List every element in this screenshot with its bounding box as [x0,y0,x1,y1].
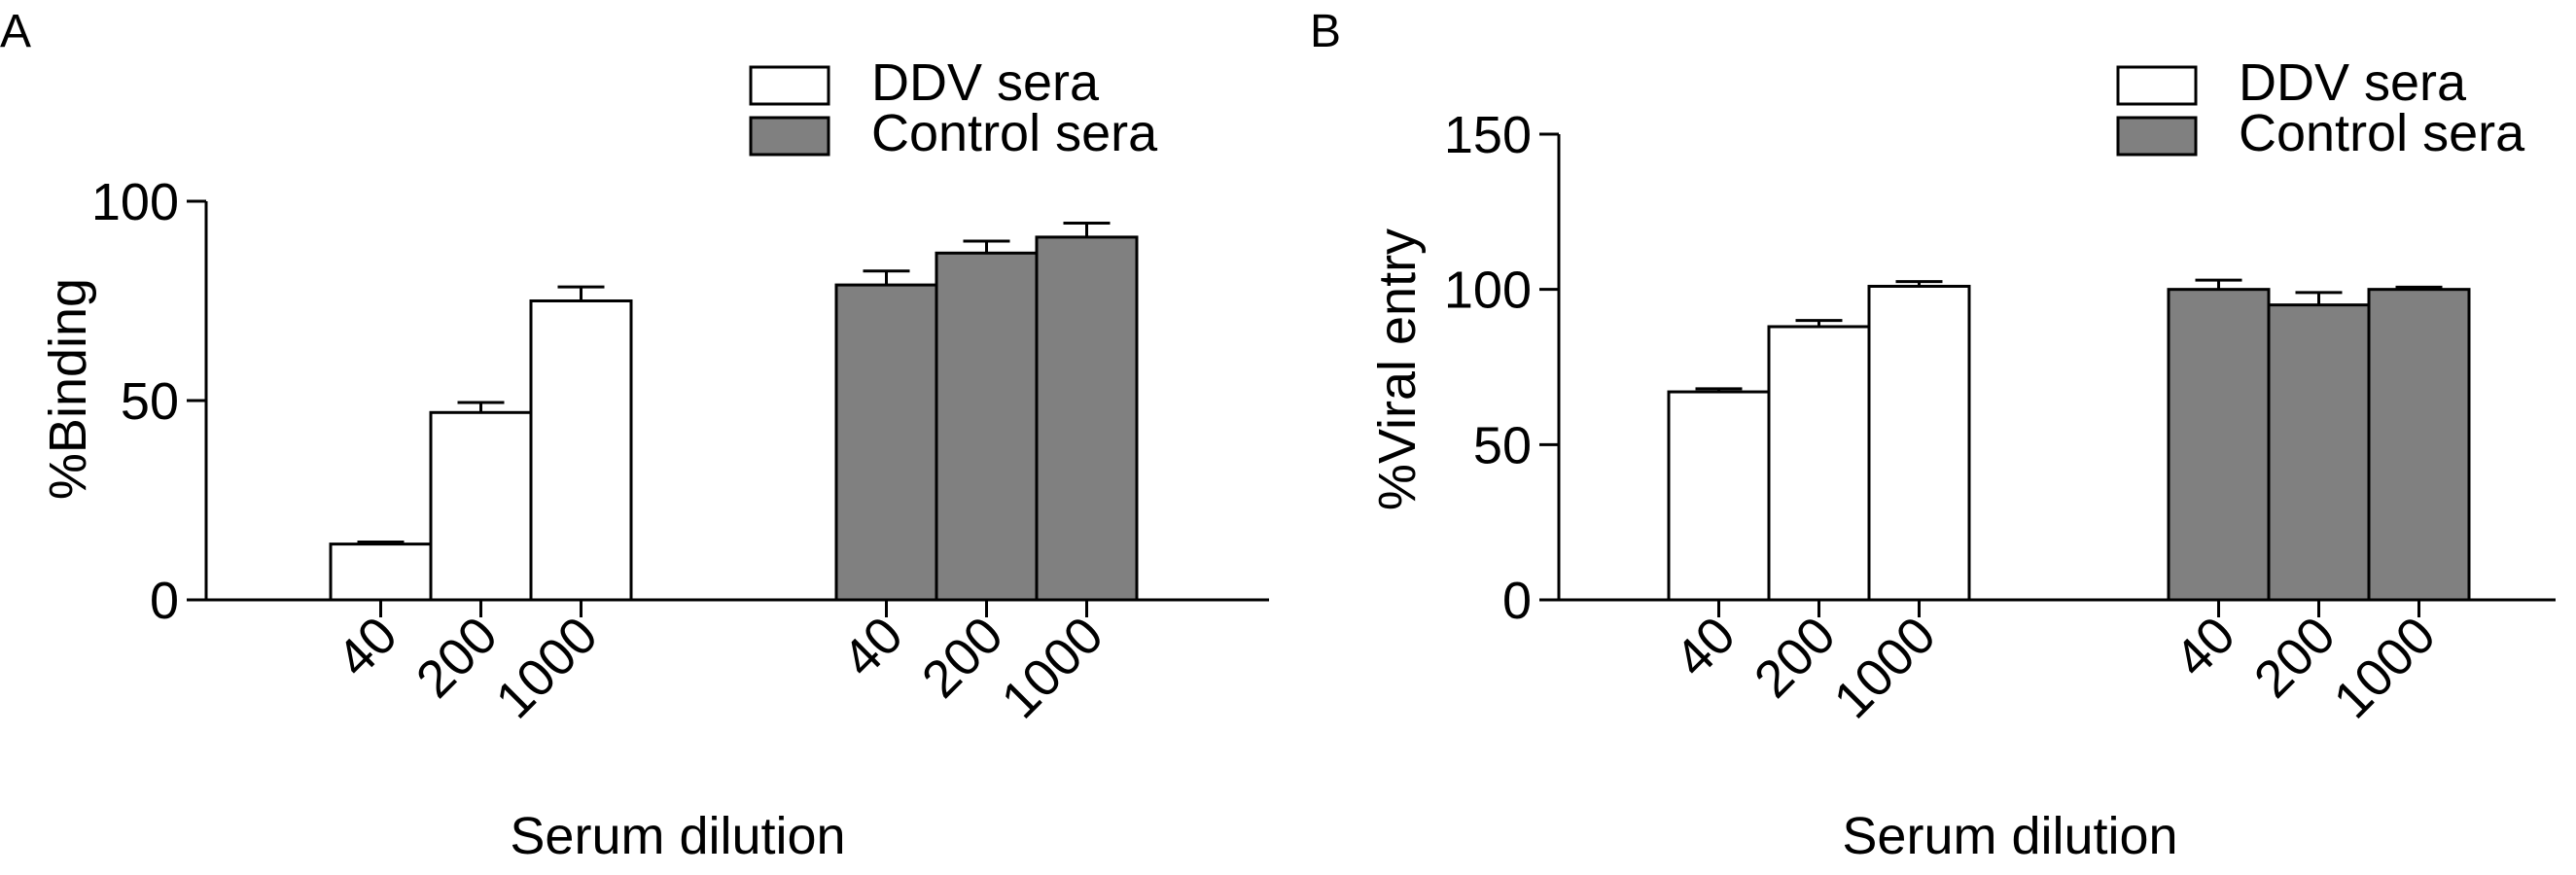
y-tick-label: 150 [1444,106,1532,164]
bar-ddv-200 [429,410,533,602]
legend-swatch-control [749,116,830,157]
y-tick-label: 100 [91,173,179,231]
bar-ddv-40 [329,542,433,602]
x-axis-label: Serum dilution [1842,807,2177,865]
x-tick-label: 40 [1664,606,1747,688]
bar-control-40 [2167,288,2271,602]
y-axis-label: %Viral entry [1368,228,1427,510]
y-axis-label: %Binding [39,278,97,500]
legend-label-control: Control sera [2239,104,2525,162]
bar-control-1000 [1035,235,1139,602]
x-tick-label: 1000 [2323,606,2447,729]
x-axis-label: Serum dilution [510,807,845,865]
bar-ddv-1000 [1867,284,1971,602]
x-tick-label: 40 [326,606,408,688]
legend-label-control: Control sera [871,104,1158,162]
bar-ddv-40 [1667,390,1771,602]
legend-label-ddv: DDV sera [871,53,1100,112]
legend-swatch-control [2116,116,2198,157]
y-tick-label: 50 [121,372,179,431]
x-tick-label: 1000 [485,606,609,729]
y-tick-label: 100 [1444,262,1532,320]
panel-letter: A [0,6,31,57]
x-tick-label: 1000 [991,606,1114,729]
legend-label-ddv: DDV sera [2239,53,2467,112]
panel-letter: B [1310,6,1341,57]
legend-swatch-ddv [2116,65,2198,106]
y-tick-label: 0 [1502,572,1532,630]
bar-ddv-1000 [529,299,633,602]
legend-swatch-ddv [749,65,830,106]
y-tick-label: 0 [150,572,179,630]
bar-ddv-200 [1767,325,1871,602]
x-tick-label: 40 [2164,606,2246,688]
bar-control-200 [2267,303,2371,602]
x-tick-label: 40 [831,606,914,688]
bar-control-40 [834,283,938,602]
y-tick-label: 50 [1473,416,1532,474]
bar-control-200 [935,251,1039,602]
bar-control-1000 [2367,288,2471,602]
x-tick-label: 1000 [1823,606,1947,729]
